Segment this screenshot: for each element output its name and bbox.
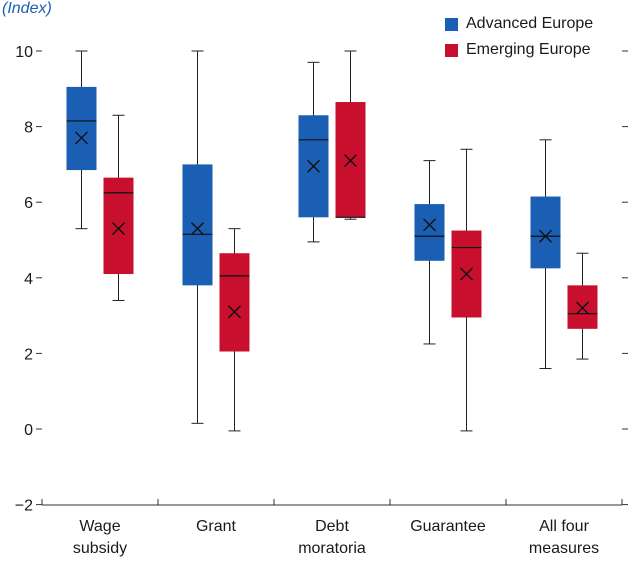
box-emerging	[103, 177, 134, 275]
mean-marker	[460, 267, 473, 281]
box-advanced	[530, 196, 561, 269]
y-tick-label: 4	[24, 271, 33, 288]
legend-swatch-advanced	[445, 17, 458, 31]
legend-item-emerging: Emerging Europe	[445, 37, 593, 63]
legend-item-advanced: Advanced Europe	[445, 11, 593, 37]
legend-label-advanced: Advanced Europe	[466, 15, 594, 32]
mean-marker	[423, 218, 436, 232]
legend-label-emerging: Emerging Europe	[466, 41, 591, 58]
y-tick-label: −2	[15, 498, 33, 515]
x-tick-label: Wage	[79, 518, 120, 535]
box-advanced	[414, 204, 445, 261]
mean-marker	[344, 154, 357, 168]
mean-marker	[307, 159, 320, 173]
mean-marker	[539, 229, 552, 243]
x-tick-label: All four	[539, 518, 589, 535]
y-tick-label: 2	[24, 346, 33, 363]
box-advanced	[66, 86, 97, 171]
x-tick-label: Guarantee	[410, 518, 486, 535]
mean-marker	[112, 222, 125, 236]
box-emerging	[219, 253, 250, 352]
box-advanced	[182, 164, 213, 286]
mean-marker	[228, 305, 241, 319]
x-tick-label: subsidy	[73, 540, 127, 557]
x-tick-label: Grant	[196, 518, 237, 535]
x-tick-label: moratoria	[298, 540, 366, 557]
legend: Advanced Europe Emerging Europe	[445, 11, 593, 63]
x-tick-label: Debt	[315, 518, 349, 535]
y-tick-label: 10	[15, 44, 33, 61]
unit-label: (Index)	[2, 0, 52, 17]
y-tick-label: 6	[24, 195, 33, 212]
mean-marker	[576, 301, 589, 315]
legend-swatch-emerging	[445, 43, 458, 57]
mean-marker	[75, 131, 88, 145]
y-tick-label: 8	[24, 120, 33, 137]
y-tick-label: 0	[24, 422, 33, 439]
x-tick-label: measures	[529, 540, 599, 557]
mean-marker	[191, 222, 204, 236]
